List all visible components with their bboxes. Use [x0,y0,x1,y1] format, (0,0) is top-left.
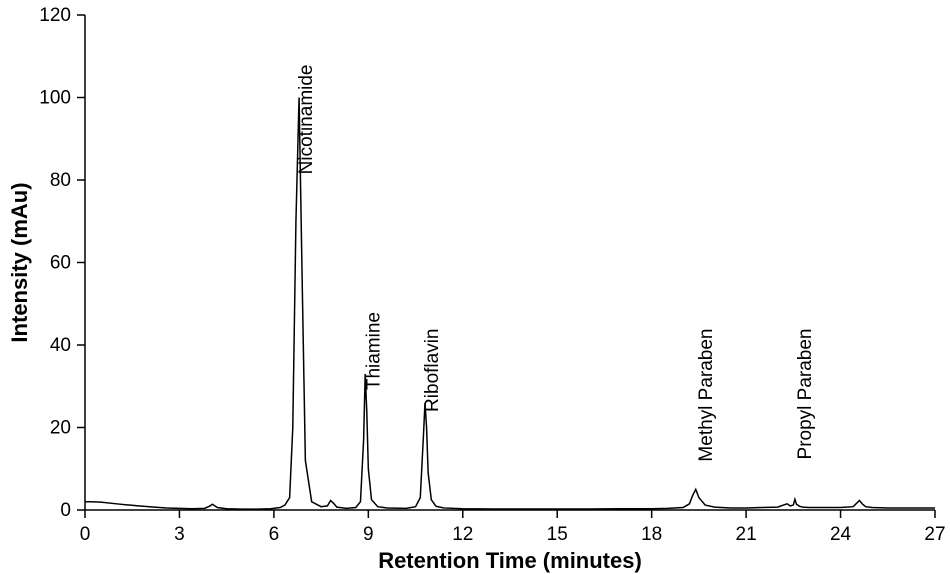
x-axis-title: Retention Time (minutes) [378,548,642,573]
x-tick-label: 18 [641,524,662,545]
y-tick-label: 80 [50,170,71,191]
x-ticks: 0 3 6 9 12 15 18 21 24 27 [80,510,946,545]
x-tick-label: 9 [363,524,374,545]
x-tick-label: 0 [80,524,91,545]
y-tick-label: 0 [60,500,71,521]
y-axis-title: Intensity (mAu) [7,182,32,342]
y-tick-label: 120 [39,5,71,26]
y-tick-label: 100 [39,88,71,109]
peak-label: Nicotinamide [296,65,317,175]
x-tick-label: 15 [547,524,568,545]
peak-labels: Nicotinamide Thiamine Riboflavin Methyl Par… [296,65,816,462]
chart-svg: 0 3 6 9 12 15 18 21 24 27 0 20 40 60 80 100 120 Nicotin… [0,0,950,574]
chromatogram-chart: 0 3 6 9 12 15 18 21 24 27 0 20 40 60 80 100 120 Nicotin… [0,0,950,574]
peak-label: Propyl Paraben [795,329,816,460]
peak-label: Riboflavin [422,329,443,412]
peak-label: Methyl Paraben [696,329,717,462]
x-tick-label: 27 [924,524,945,545]
y-tick-label: 40 [50,335,71,356]
x-tick-label: 12 [452,524,473,545]
x-tick-label: 24 [830,524,852,545]
x-tick-label: 21 [736,524,757,545]
y-tick-label: 20 [50,418,71,439]
peak-label: Thiamine [364,312,385,390]
x-tick-label: 6 [269,524,280,545]
y-ticks: 0 20 40 60 80 100 120 [39,5,85,521]
y-tick-label: 60 [50,253,71,274]
x-tick-label: 3 [174,524,185,545]
